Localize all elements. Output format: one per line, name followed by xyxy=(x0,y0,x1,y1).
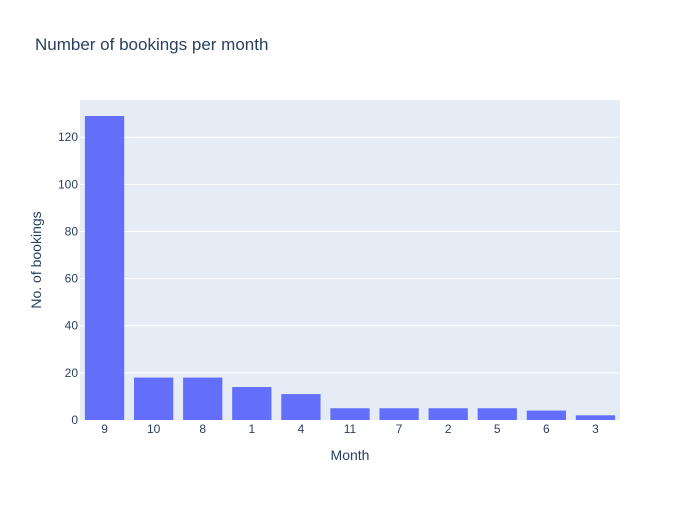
y-tick-label: 20 xyxy=(65,366,79,380)
x-tick-label: 10 xyxy=(147,422,161,436)
x-tick-label: 5 xyxy=(494,422,501,436)
bar-month-11[interactable] xyxy=(330,408,370,420)
x-axis-title: Month xyxy=(331,447,370,463)
x-tick-label: 7 xyxy=(396,422,403,436)
x-tick-label: 6 xyxy=(543,422,550,436)
bar-month-9[interactable] xyxy=(84,116,125,421)
y-tick-label: 60 xyxy=(65,272,79,286)
plot-area xyxy=(80,100,620,420)
y-tick-label: 0 xyxy=(71,413,78,427)
x-tick-label: 2 xyxy=(445,422,452,436)
y-axis-ticks: 0 20 40 60 80 100 120 xyxy=(58,130,78,427)
bar-month-1[interactable] xyxy=(232,387,272,420)
bar-month-4[interactable] xyxy=(281,394,321,420)
bar-month-5[interactable] xyxy=(477,408,517,420)
y-tick-label: 120 xyxy=(58,130,78,144)
x-tick-label: 4 xyxy=(298,422,305,436)
bar-month-2[interactable] xyxy=(428,408,468,420)
y-tick-label: 40 xyxy=(65,319,79,333)
x-tick-label: 8 xyxy=(199,422,206,436)
x-tick-label: 9 xyxy=(101,422,108,436)
x-tick-label: 3 xyxy=(592,422,599,436)
bar-month-8[interactable] xyxy=(183,377,223,420)
bar-month-7[interactable] xyxy=(379,408,419,420)
x-axis-ticks: 9 10 8 1 4 11 7 2 5 6 3 xyxy=(101,422,599,436)
chart-title: Number of bookings per month xyxy=(35,35,268,54)
y-tick-label: 100 xyxy=(58,177,78,191)
y-tick-label: 80 xyxy=(65,224,79,238)
bar-month-6[interactable] xyxy=(526,410,566,420)
x-tick-label: 1 xyxy=(248,422,255,436)
bars xyxy=(84,116,616,421)
bar-month-3[interactable] xyxy=(575,415,616,420)
gridlines xyxy=(80,136,620,374)
y-axis-title: No. of bookings xyxy=(28,211,44,308)
x-tick-label: 11 xyxy=(344,422,357,436)
bar-month-10[interactable] xyxy=(134,377,174,420)
